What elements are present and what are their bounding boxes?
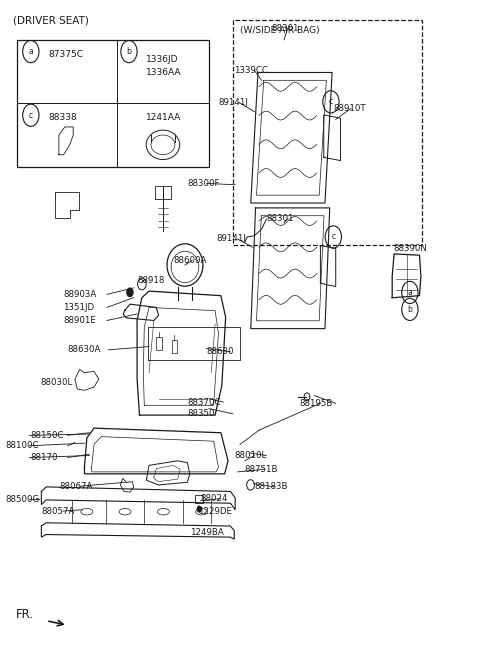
Text: 1336JD: 1336JD [146, 55, 178, 64]
Bar [233, 20, 422, 245]
Text: 88301: 88301 [271, 24, 299, 33]
Text: 88301: 88301 [266, 214, 294, 223]
Text: 88390N: 88390N [393, 244, 427, 253]
Text: 89141J: 89141J [216, 234, 246, 243]
Text: c: c [29, 111, 33, 120]
Text: 88010L: 88010L [234, 451, 266, 460]
Text: 88195B: 88195B [300, 399, 333, 408]
Text: 88338: 88338 [48, 113, 77, 122]
Text: a: a [408, 288, 412, 297]
Text: 1241AA: 1241AA [146, 113, 181, 122]
Text: 88350: 88350 [187, 409, 215, 419]
Text: a: a [28, 47, 33, 56]
Text: 88370C: 88370C [187, 398, 221, 407]
Text: c: c [331, 232, 336, 241]
Text: b: b [408, 305, 412, 314]
Text: 88500G: 88500G [5, 495, 40, 504]
Text: 88918: 88918 [137, 275, 165, 284]
Text: 1339CC: 1339CC [234, 66, 268, 75]
Text: 88030L: 88030L [40, 378, 72, 387]
Text: 1336AA: 1336AA [146, 68, 181, 77]
Text: 88910T: 88910T [333, 104, 366, 113]
Text: 87375C: 87375C [48, 50, 84, 59]
Text: 1229DE: 1229DE [198, 507, 232, 515]
Text: 88057A: 88057A [41, 507, 75, 515]
Text: 88630: 88630 [206, 347, 234, 356]
Text: FR.: FR. [16, 608, 34, 621]
Text: 88901E: 88901E [63, 316, 96, 325]
Text: 88100C: 88100C [5, 441, 39, 450]
Text: 1249BA: 1249BA [190, 528, 224, 537]
Text: 88150C: 88150C [31, 431, 64, 440]
Text: 88903A: 88903A [63, 290, 96, 299]
Bar [17, 40, 209, 167]
Circle shape [197, 506, 202, 512]
Text: c: c [329, 97, 333, 107]
Text: 88300F: 88300F [187, 179, 220, 188]
Bar [171, 340, 177, 353]
Text: (DRIVER SEAT): (DRIVER SEAT) [12, 15, 88, 26]
Text: 88751B: 88751B [245, 465, 278, 473]
Text: 89141J: 89141J [218, 98, 248, 107]
Text: (W/SIDE AIR BAG): (W/SIDE AIR BAG) [240, 26, 320, 35]
Bar [156, 337, 161, 351]
Text: 88170: 88170 [31, 453, 59, 462]
Text: b: b [127, 47, 132, 56]
Bar [195, 495, 203, 503]
Text: 88067A: 88067A [59, 482, 93, 490]
Text: 88024: 88024 [201, 494, 228, 503]
Text: 1351JD: 1351JD [63, 303, 94, 312]
Text: 88183B: 88183B [254, 483, 288, 491]
Text: 88630A: 88630A [68, 345, 101, 354]
Circle shape [127, 288, 133, 297]
Text: 88600A: 88600A [173, 256, 206, 265]
